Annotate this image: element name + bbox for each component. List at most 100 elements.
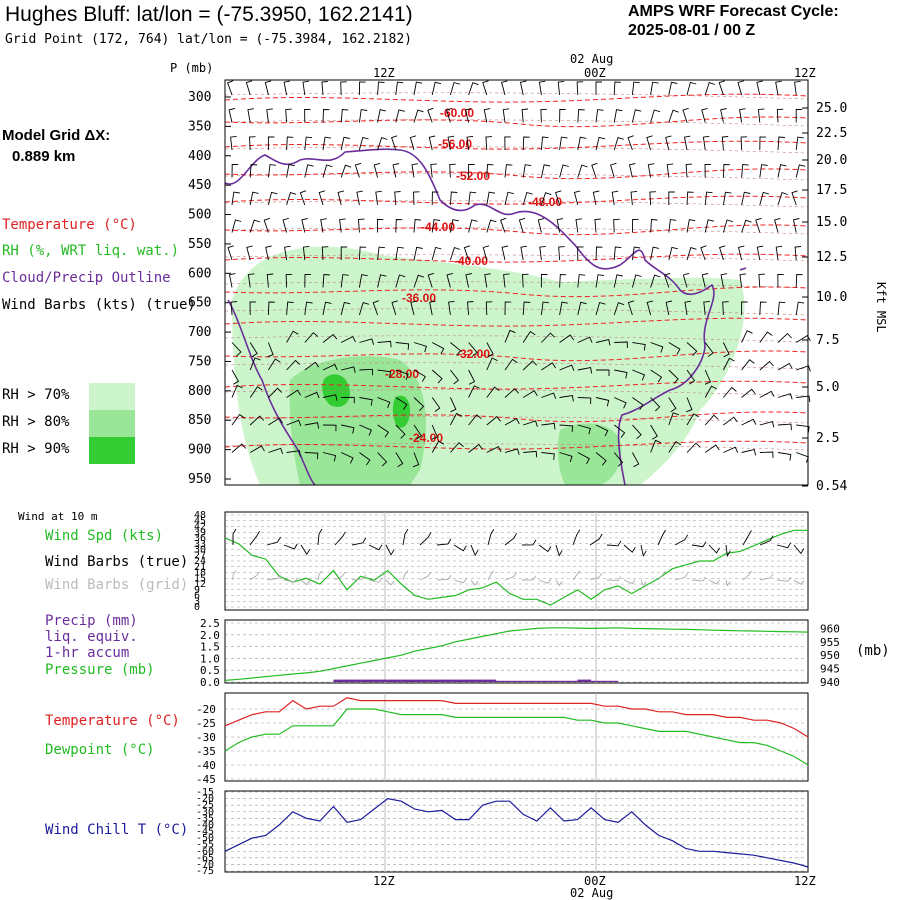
wind-speed-label: Wind Spd (kts)	[45, 528, 164, 544]
wind-barb	[359, 338, 375, 345]
potential-temp-line	[224, 335, 809, 343]
windchill-panel-frame	[224, 790, 809, 873]
grid-wind-barb	[691, 576, 707, 582]
wind-barb	[446, 107, 453, 123]
wind-barb	[465, 273, 472, 288]
wind-tick-label: 21	[194, 562, 206, 573]
grid-wind-barb	[776, 577, 792, 582]
grid-wind-barb	[793, 579, 805, 585]
wind-barb	[719, 245, 726, 261]
wind-barb	[722, 357, 735, 371]
pressure-label: Pressure (mb)	[45, 662, 155, 678]
wind-barb	[522, 191, 533, 206]
wind-tick-label: 33	[194, 539, 206, 550]
top-time-label: 12Z	[373, 66, 395, 80]
wind-barb	[231, 369, 240, 385]
surface-wind-barb	[606, 540, 622, 547]
precip-panel-frame	[224, 619, 809, 684]
temperature-contour	[224, 253, 809, 263]
surface-wind-barb	[657, 529, 666, 546]
wind-barb	[395, 452, 404, 468]
wind-barb	[468, 414, 482, 426]
wind-barb	[559, 334, 575, 343]
wind-barb	[518, 217, 526, 233]
potential-temp-line	[224, 227, 809, 235]
wind-tick-label: 27	[194, 550, 206, 561]
wind-barb	[227, 245, 234, 261]
wind-barb	[723, 386, 737, 398]
wind-barb	[556, 218, 564, 233]
wind-barb	[522, 330, 536, 343]
wind-barb	[431, 342, 445, 355]
precip-bar	[564, 680, 578, 682]
wind-barb	[668, 81, 678, 96]
wind-barb	[340, 335, 356, 343]
wind-barb	[227, 80, 234, 96]
wind-barb	[521, 108, 529, 123]
wind-barb	[759, 421, 775, 428]
wind-barb	[377, 452, 388, 467]
temperature-contour	[224, 224, 809, 236]
rh-80-area	[557, 423, 622, 485]
pressure-tick-label: 650	[188, 296, 211, 311]
wind-barb	[759, 191, 770, 206]
wind-barb	[759, 390, 775, 398]
wind-barb	[665, 300, 673, 316]
wind-barb	[302, 80, 309, 96]
pressure-tick-label: 950	[820, 649, 840, 662]
wind-barb	[377, 246, 385, 261]
grid-wind-barb	[436, 575, 452, 581]
precip-bar	[482, 679, 497, 682]
wind-barb	[577, 301, 587, 316]
model-grid-value: 0.889 km	[12, 148, 76, 165]
wind-barb	[447, 135, 455, 151]
temperature-contour-label: -48.00	[528, 195, 562, 209]
wind-barb	[683, 135, 691, 151]
wind-barb	[486, 386, 500, 398]
wind-barb	[392, 163, 400, 178]
wind-barb	[577, 274, 586, 288]
wind-barb	[322, 274, 330, 288]
wind-barb	[413, 81, 423, 96]
surface-wind-barb	[742, 530, 752, 546]
wind-barb	[758, 273, 765, 288]
wind-barb	[247, 273, 255, 288]
wind-barb	[339, 218, 346, 233]
wind-barb	[577, 336, 593, 343]
wind-barb	[322, 363, 338, 371]
wind-barb	[686, 442, 701, 453]
wind-barb	[431, 397, 441, 412]
wind-barb	[286, 389, 302, 398]
wind-barb	[485, 136, 492, 151]
wind-barb	[577, 366, 593, 374]
surface-wind-barb	[368, 544, 383, 551]
wind-barb	[559, 394, 574, 402]
wind-barb	[482, 245, 490, 261]
wind-barb	[286, 136, 294, 151]
wind-barb	[741, 449, 757, 456]
wind-barb	[359, 397, 373, 406]
wind-barb	[540, 108, 547, 123]
cloud-precip-outline	[224, 148, 747, 486]
wind-barb	[265, 245, 272, 261]
wind-tick-label: 42	[194, 522, 206, 533]
precip-bar	[550, 680, 564, 682]
precip-bar	[374, 679, 388, 682]
wind-barb	[686, 413, 700, 426]
wind-barb	[595, 246, 603, 261]
wind-barb	[486, 357, 498, 371]
wind-barb	[504, 358, 518, 371]
wind-barb	[231, 191, 240, 206]
wind-barb	[795, 301, 805, 316]
wind-barb	[231, 384, 243, 398]
grid-wind-barb	[640, 579, 647, 587]
wind-barb	[668, 369, 679, 384]
wind-barb	[446, 272, 453, 288]
wind-barb	[723, 416, 738, 426]
wind-barb	[304, 391, 320, 399]
surface-wind-barb	[402, 528, 409, 546]
wind-barbs-true-label: Wind Barbs (true)	[45, 554, 189, 570]
temperature-contour	[224, 195, 809, 205]
wind-barb	[741, 388, 756, 398]
wind-barb	[718, 80, 725, 96]
